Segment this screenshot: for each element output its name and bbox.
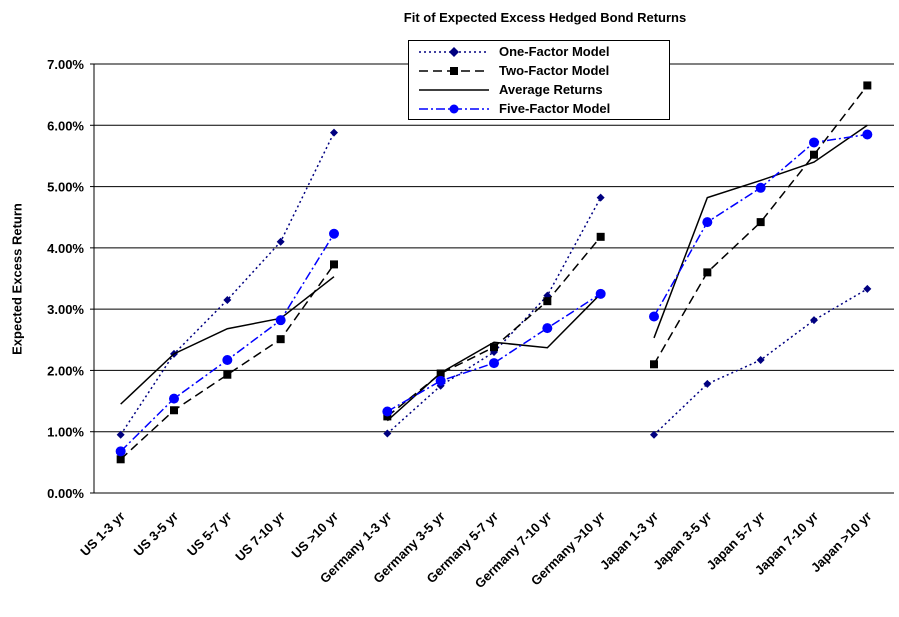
data-point [650,430,658,439]
data-point [276,335,285,344]
data-point [703,379,712,388]
data-point [863,81,872,90]
x-tick-label: US 7-10 yr [232,509,288,565]
x-tick-label: US 5-7 yr [184,509,234,559]
series-line [386,293,602,413]
data-point [650,360,658,369]
data-point [809,137,819,148]
legend-label-one-factor: One-Factor Model [499,44,610,59]
data-point [863,284,872,293]
data-point [223,370,232,379]
data-point [862,129,873,140]
data-point [115,446,126,457]
data-point [223,295,232,304]
legend-item-average: Average Returns [409,81,669,99]
legend-label-five-factor: Five-Factor Model [499,101,611,116]
data-point [169,393,179,404]
data-point [435,375,446,386]
series-0 [116,128,872,439]
data-point [275,315,286,326]
data-point [383,429,392,438]
y-tick-label: 6.00% [47,118,84,133]
data-point [756,218,765,227]
y-tick-label: 5.00% [47,180,84,195]
series-line [120,233,335,452]
data-point [755,182,766,193]
legend-swatch-average [419,89,489,91]
legend-item-five-factor: Five-Factor Model [409,100,669,118]
legend-swatch-five-factor [419,104,489,114]
data-point [330,128,338,137]
y-tick-label: 2.00% [47,363,84,378]
legend-label-two-factor: Two-Factor Model [499,63,610,78]
series-line [386,197,602,435]
series-layer [115,81,873,464]
series-line [120,132,335,436]
legend-swatch-two-factor [419,67,489,75]
data-point [222,355,233,366]
chart-title: Fit of Expected Excess Hedged Bond Retur… [403,10,687,25]
data-point [489,358,499,369]
data-point [116,455,125,464]
legend-item-one-factor: One-Factor Model [409,43,669,61]
data-point [276,237,285,246]
legend: One-Factor Model Two-Factor Model Averag… [408,40,670,120]
legend-swatch-one-factor [419,47,489,57]
series-line [653,84,868,365]
data-point [596,193,605,202]
data-point [702,217,713,228]
x-tick-label: US 1-3 yr [77,509,127,559]
data-point [382,406,393,417]
series-line [120,276,335,405]
series-3 [115,129,873,457]
legend-item-two-factor: Two-Factor Model [409,62,669,80]
series-line [120,263,335,460]
data-point [703,268,712,277]
y-tick-label: 1.00% [47,425,84,440]
series-2 [120,124,868,422]
data-point [329,228,339,239]
data-point [542,323,553,334]
y-tick-label: 4.00% [47,241,84,256]
y-tick-label: 3.00% [47,302,84,317]
data-point [170,406,178,415]
series-1 [116,81,872,464]
data-point [756,356,765,365]
data-point [649,311,659,322]
data-point [595,288,606,299]
data-point [596,232,605,241]
series-line [386,293,602,422]
plot-area [93,63,894,494]
data-point [330,260,338,269]
data-point [116,430,125,439]
x-tick-label: US >10 yr [288,509,341,562]
series-line [653,124,868,339]
y-tick-label: 7.00% [47,57,84,72]
y-axis-label: Expected Excess Return [9,203,25,355]
data-point [810,150,818,159]
y-tick-label: 0.00% [47,486,84,501]
data-point [810,316,818,325]
data-point [543,297,552,306]
data-point [490,343,498,352]
legend-label-average: Average Returns [499,82,603,97]
x-tick-label: US 3-5 yr [131,509,181,559]
y-axis: 0.00% 1.00% 2.00% 3.00% 4.00% 5.00% 6.00% 7.00% [47,57,94,501]
